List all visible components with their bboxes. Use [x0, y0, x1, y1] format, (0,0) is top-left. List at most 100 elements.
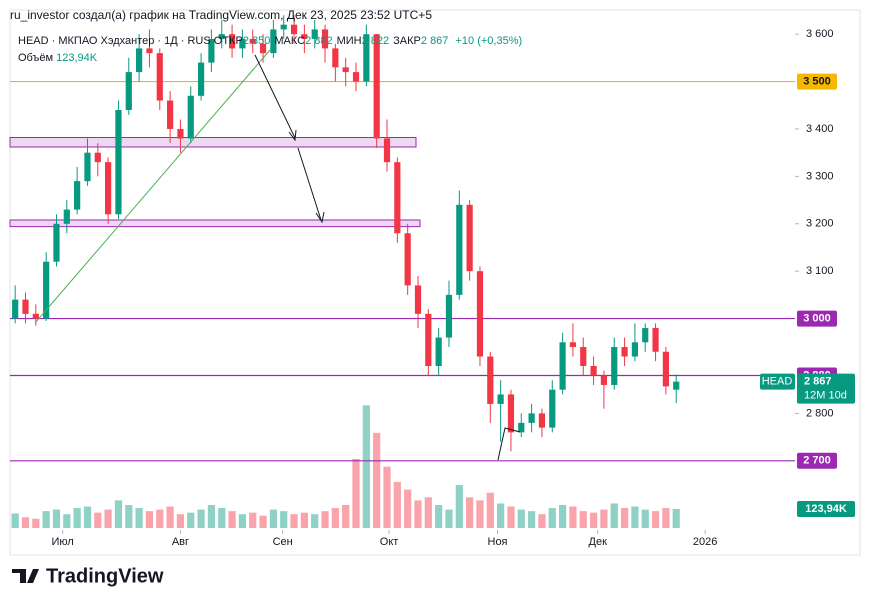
- y-tick-label: 3 600: [806, 28, 834, 40]
- ohlc-label: ЗАКР: [393, 35, 421, 47]
- change: +10 (+0,35%): [455, 35, 523, 47]
- candle-body: [332, 48, 339, 68]
- candle-body: [425, 313, 432, 366]
- candle-body: [105, 162, 112, 215]
- candle-body: [63, 209, 70, 224]
- x-tick-label: Окт: [380, 536, 399, 548]
- brand: TradingView: [46, 565, 164, 587]
- candle-body: [466, 204, 473, 272]
- volume-bar: [11, 513, 19, 528]
- volume-bar: [393, 481, 401, 528]
- candle-body: [43, 261, 50, 319]
- candle-body: [414, 285, 422, 314]
- volume-bar: [166, 506, 174, 528]
- candle-body: [373, 34, 380, 139]
- volume-bar: [662, 508, 670, 528]
- y-tick-label: 3 200: [806, 218, 834, 230]
- candle-body: [549, 389, 556, 428]
- volume-bar: [73, 508, 81, 528]
- volume-bar: [114, 500, 123, 528]
- candle-body: [487, 356, 494, 404]
- logo: TradingView: [12, 565, 164, 587]
- volume-bar: [280, 511, 288, 528]
- zone: [9, 137, 417, 148]
- arrow: [254, 54, 296, 139]
- volume-bar: [435, 504, 443, 528]
- ohlc-label: ОТКР: [213, 35, 243, 47]
- candle-body: [12, 299, 19, 319]
- volume-bar: [641, 509, 649, 528]
- volume-bar: [135, 508, 143, 528]
- volume-bar: [269, 509, 278, 528]
- volume-bar: [187, 512, 195, 528]
- candle-body: [363, 34, 370, 82]
- candle-body: [662, 351, 669, 387]
- candle-body: [394, 162, 401, 234]
- price-tag: [797, 373, 855, 404]
- volume-bar: [455, 485, 463, 528]
- volume-bar: [52, 509, 61, 528]
- level-tag: [797, 73, 837, 90]
- volume-bar: [145, 511, 154, 528]
- volume-bar: [672, 508, 680, 528]
- candle-body: [600, 375, 608, 385]
- candle-body: [559, 342, 566, 390]
- volume-bar: [32, 518, 40, 528]
- candle-body: [187, 95, 194, 139]
- candle-body: [497, 394, 504, 404]
- level-tag-label: 3 500: [803, 75, 831, 87]
- trend-line: [34, 49, 271, 324]
- y-tick-label: 2 800: [806, 407, 834, 419]
- volume-bar: [156, 509, 164, 528]
- volume-bar: [94, 512, 102, 528]
- candle-body: [228, 34, 236, 49]
- volume-legend: Объём 123,94K: [18, 52, 97, 64]
- candle-body: [518, 422, 525, 433]
- volume-bar: [362, 405, 370, 528]
- candle-body: [146, 48, 153, 54]
- ohlc-label: МАКС: [274, 35, 306, 47]
- candle-body: [74, 181, 81, 210]
- candle-body: [580, 347, 587, 366]
- candle-body: [208, 38, 215, 63]
- zone: [9, 219, 421, 228]
- arrow: [497, 427, 521, 461]
- volume-bar: [445, 509, 453, 528]
- volume-bar: [373, 432, 381, 528]
- level-tag: [797, 310, 837, 327]
- candle-body: [528, 413, 535, 423]
- x-tick-label: Июл: [52, 536, 74, 548]
- volume-bar: [259, 515, 267, 528]
- volume-bar: [589, 512, 598, 528]
- volume-bar: [383, 466, 391, 528]
- y-tick-label: 3 100: [806, 265, 834, 277]
- candle-body: [177, 128, 184, 139]
- candle-body: [94, 152, 101, 163]
- candle-body: [352, 72, 360, 82]
- volume-bar: [83, 506, 92, 528]
- frame: [9, 9, 861, 556]
- volume-bar: [404, 489, 412, 528]
- volume-bar: [414, 500, 422, 528]
- candle-body: [301, 34, 308, 39]
- volume-bar: [311, 514, 319, 528]
- arrow-head: [315, 211, 325, 224]
- candle-body: [652, 328, 659, 352]
- candle-body: [167, 100, 174, 129]
- volume-bar: [125, 504, 133, 528]
- volume-bar: [517, 509, 525, 528]
- volume-bar: [176, 514, 185, 528]
- level-tag: [797, 452, 837, 469]
- ohlc-value: 2 882: [305, 35, 333, 47]
- candle-body: [22, 299, 29, 314]
- volume-value: 123,94K: [56, 52, 98, 64]
- ohlc: ОТКР2 850 МАКС2 882 МИН2 822 ЗАКР2 867: [214, 35, 453, 47]
- countdown: 12M 10d: [804, 390, 847, 402]
- volume-bar: [548, 508, 556, 528]
- volume-bar: [104, 509, 112, 528]
- volume-bar: [466, 497, 474, 528]
- volume-bar: [207, 504, 216, 528]
- volume-bar: [352, 458, 360, 528]
- candle-body: [642, 328, 649, 343]
